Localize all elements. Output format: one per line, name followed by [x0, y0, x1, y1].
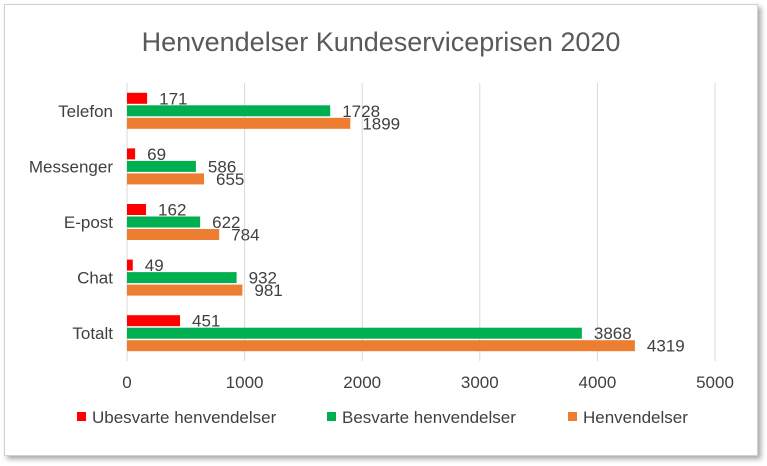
category-label-totalt: Totalt	[72, 324, 113, 343]
x-tick-3000: 3000	[461, 373, 499, 392]
data-label: 162	[158, 201, 186, 220]
legend-label-besvarte-henvendelser: Besvarte henvendelser	[342, 408, 516, 427]
data-label: 1899	[362, 114, 400, 133]
x-tick-labels: 0 1000 2000 3000 4000 5000	[122, 373, 734, 392]
data-label: 1728	[342, 102, 380, 121]
chart-title: Henvendelser Kundeserviceprisen 2020	[142, 27, 621, 57]
bar-besvarte-henvendelser-e-post	[127, 216, 201, 228]
bar-henvendelser-chat	[127, 284, 243, 296]
bar-besvarte-henvendelser-chat	[127, 272, 237, 284]
data-label: 3868	[594, 324, 632, 343]
chart-frame: Henvendelser Kundeserviceprisen 2020 171…	[4, 4, 758, 456]
data-label: 622	[212, 213, 240, 232]
bar-henvendelser-telefon	[127, 117, 351, 129]
x-tick-5000: 5000	[696, 373, 734, 392]
bar-ubesvarte-henvendelser-e-post	[127, 204, 147, 215]
bars	[127, 92, 635, 352]
bar-ubesvarte-henvendelser-messenger	[127, 148, 136, 160]
bar-henvendelser-messenger	[127, 173, 205, 185]
data-label: 171	[159, 89, 187, 108]
category-label-chat: Chat	[77, 269, 113, 288]
legend-swatch-henvendelser	[568, 412, 577, 421]
bar-chart: Henvendelser Kundeserviceprisen 2020 171…	[29, 27, 734, 427]
data-label: 451	[192, 312, 220, 331]
data-label: 655	[216, 170, 244, 189]
category-labels: Telefon Messenger E-post Chat Totalt	[29, 102, 113, 343]
legend: Ubesvarte henvendelser Besvarte henvendel…	[77, 408, 688, 427]
x-tick-4000: 4000	[578, 373, 616, 392]
x-tick-2000: 2000	[343, 373, 381, 392]
bar-ubesvarte-henvendelser-chat	[127, 259, 133, 271]
legend-label-henvendelser: Henvendelser	[583, 408, 688, 427]
x-tick-1000: 1000	[226, 373, 264, 392]
x-tick-0: 0	[122, 373, 131, 392]
data-label: 981	[254, 281, 282, 300]
data-label: 586	[208, 157, 236, 176]
bar-ubesvarte-henvendelser-telefon	[127, 92, 148, 104]
bar-ubesvarte-henvendelser-totalt	[127, 315, 181, 327]
category-label-e-post: E-post	[64, 213, 113, 232]
bar-henvendelser-totalt	[127, 340, 635, 352]
legend-swatch-besvarte-henvendelser	[327, 412, 336, 421]
data-label: 4319	[647, 337, 685, 356]
bar-besvarte-henvendelser-messenger	[127, 160, 196, 172]
category-label-messenger: Messenger	[29, 157, 113, 176]
legend-label-ubesvarte-henvendelser: Ubesvarte henvendelser	[92, 408, 277, 427]
category-label-telefon: Telefon	[58, 102, 113, 121]
legend-swatch-ubesvarte-henvendelser	[77, 412, 86, 421]
data-label: 932	[249, 269, 277, 288]
data-label: 784	[231, 226, 259, 245]
gridlines	[126, 83, 716, 361]
bar-besvarte-henvendelser-telefon	[127, 105, 331, 117]
data-label: 49	[145, 256, 164, 275]
data-label: 69	[147, 145, 166, 164]
bar-henvendelser-e-post	[127, 229, 220, 240]
bar-besvarte-henvendelser-totalt	[127, 327, 582, 339]
